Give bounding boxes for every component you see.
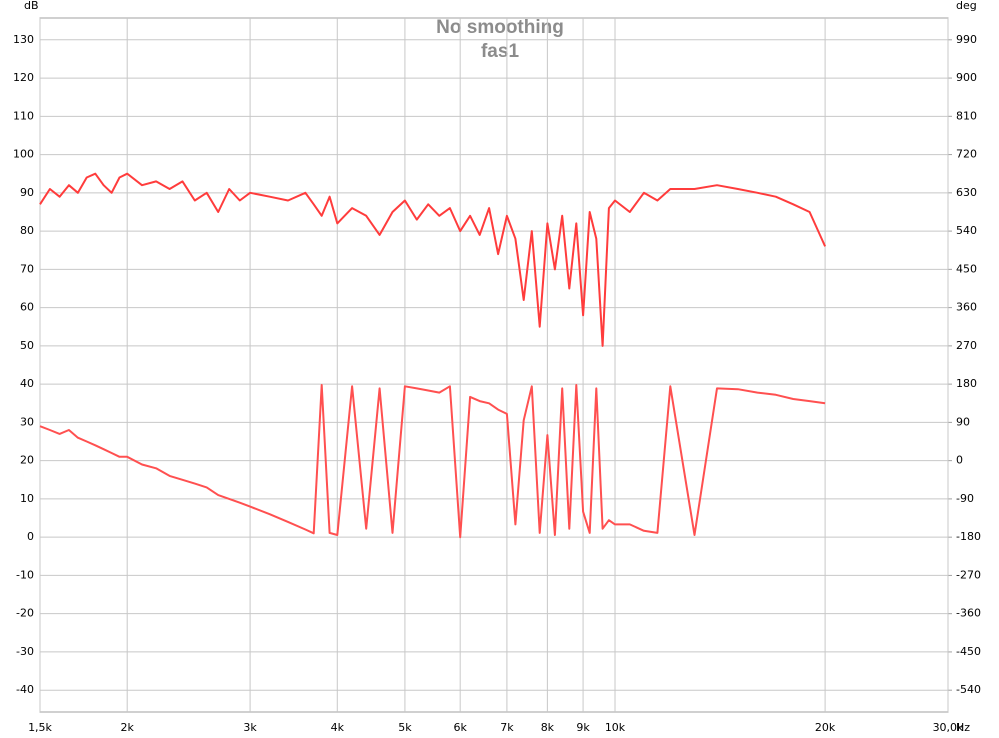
y-tick-label: 100 [13,148,34,161]
x-tick-label: 1,5k [28,721,52,734]
y2-tick-label: 630 [956,186,977,199]
series-line [39,172,827,347]
y-tick-label: 110 [13,109,34,122]
y2-axis-label: deg [956,0,977,12]
series-line [39,384,826,539]
y-tick-label: 130 [13,33,34,46]
x-tick-label: 30,0k [933,721,964,734]
x-tick-label: 7k [500,721,514,734]
y2-tick-label: -450 [956,645,981,658]
y-tick-label: 30 [20,415,34,428]
x-tick-label: 2k [121,721,135,734]
y-tick-label: 50 [20,339,34,352]
x-tick-label: 10k [605,721,626,734]
y2-tick-label: -360 [956,607,981,620]
x-tick-label: 8k [541,721,555,734]
y-tick-label: 60 [20,301,34,314]
y-tick-label: 120 [13,71,34,84]
chart-subtitle: fas1 [481,41,519,62]
y-tick-label: -40 [16,683,34,696]
plot-area [39,17,949,713]
x-tick-label: 20k [815,721,836,734]
y-tick-label: 90 [20,186,34,199]
y-tick-label: -30 [16,645,34,658]
y2-tick-label: 810 [956,109,977,122]
y-tick-label: 80 [20,224,34,237]
x-tick-label: 5k [398,721,412,734]
y-tick-label: -10 [16,568,34,581]
y2-tick-label: 270 [956,339,977,352]
y2-tick-label: 90 [956,415,970,428]
y-tick-label: 40 [20,377,34,390]
y2-tick-label: 540 [956,224,977,237]
y-tick-label: 20 [20,454,34,467]
y-tick-label: 10 [20,492,34,505]
y-tick-label: 0 [27,530,34,543]
x-axis-label: Hz [956,721,970,734]
x-tick-label: 3k [243,721,257,734]
y2-tick-label: -540 [956,683,981,696]
y2-tick-label: 990 [956,33,977,46]
y-axis-label: dB [24,0,39,12]
y2-tick-label: 720 [956,148,977,161]
y2-tick-label: 180 [956,377,977,390]
y2-tick-label: -180 [956,530,981,543]
x-tick-label: 6k [453,721,467,734]
y2-tick-label: -90 [956,492,974,505]
y-tick-label: 70 [20,262,34,275]
y-tick-label: -20 [16,607,34,620]
y2-tick-label: 0 [956,454,963,467]
y2-tick-label: 450 [956,262,977,275]
x-tick-label: 4k [331,721,345,734]
y2-tick-label: 900 [956,71,977,84]
y2-tick-label: -270 [956,568,981,581]
chart-title: No smoothing [436,17,564,38]
x-tick-label: 9k [576,721,590,734]
y2-tick-label: 360 [956,301,977,314]
